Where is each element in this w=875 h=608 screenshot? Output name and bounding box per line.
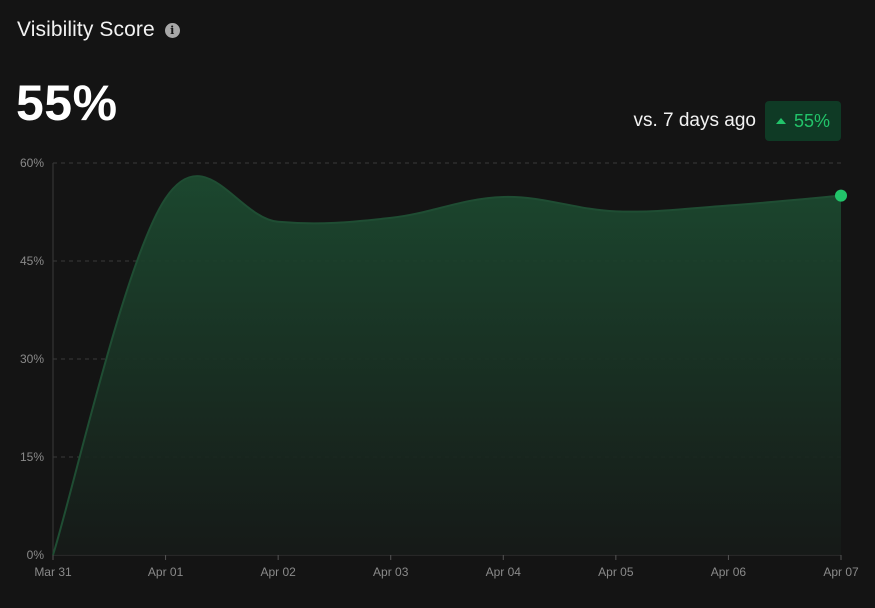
delta-badge: 55% — [764, 101, 841, 141]
y-tick-label: 0% — [27, 548, 45, 562]
data-point — [164, 196, 168, 200]
score-value: 55% — [16, 75, 118, 131]
latest-point-marker — [835, 189, 847, 202]
x-tick-label: Apr 01 — [148, 565, 184, 579]
x-tick-label: Mar 31 — [34, 565, 72, 579]
x-tick-label: Apr 04 — [486, 565, 522, 579]
data-point — [726, 203, 730, 207]
data-point — [501, 195, 505, 199]
x-tick-label: Apr 05 — [598, 565, 634, 579]
y-tick-label: 60% — [20, 156, 44, 170]
x-tick-label: Apr 07 — [823, 565, 859, 579]
x-tick-label: Apr 02 — [260, 565, 296, 579]
y-tick-label: 30% — [20, 352, 44, 366]
data-point — [51, 553, 55, 557]
y-tick-label: 45% — [20, 254, 44, 268]
arrow-up-icon — [775, 118, 786, 124]
series-area — [53, 176, 841, 555]
x-tick-label: Apr 06 — [711, 565, 747, 579]
comparison-label: vs. 7 days ago — [633, 110, 756, 131]
series-line — [52, 175, 842, 556]
comparison-group: vs. 7 days ago 55% — [633, 101, 841, 141]
y-tick-label: 15% — [20, 450, 44, 464]
card-title: Visibility Score — [17, 18, 155, 41]
data-point — [389, 216, 393, 220]
data-point — [614, 209, 618, 213]
info-icon[interactable]: i — [164, 22, 180, 38]
delta-value: 55% — [793, 110, 830, 131]
x-tick-label: Apr 03 — [373, 565, 409, 579]
data-point — [276, 220, 280, 224]
card-header: Visibility Score i — [17, 18, 180, 42]
